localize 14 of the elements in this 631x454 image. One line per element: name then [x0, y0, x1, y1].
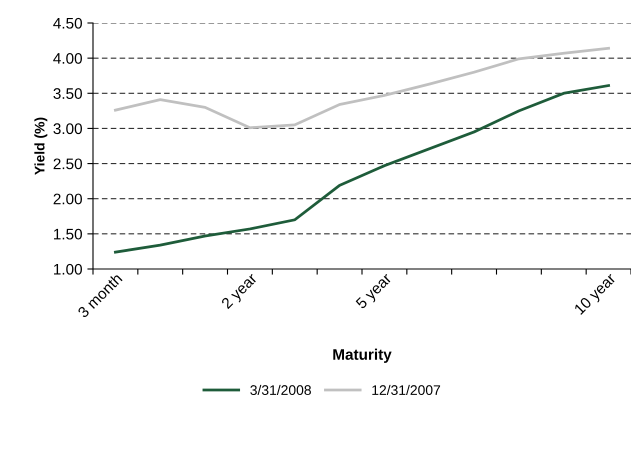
y-tick-label: 2.00 — [54, 194, 82, 204]
y-tick-label: 4.50 — [53, 18, 82, 29]
y-tick-label: 1.50 — [54, 228, 82, 240]
legend-label: 12/31/2007 — [372, 384, 440, 396]
legend-label: 3/31/2008 — [250, 384, 311, 396]
y-tick-label: 3.00 — [53, 123, 82, 134]
y-tick-label: 1.00 — [54, 264, 82, 275]
y-tick-label: 4.00 — [53, 53, 82, 64]
y-tick-label: 3.50 — [53, 88, 82, 99]
x-axis-title: Maturity — [333, 348, 392, 363]
y-axis-title: Yield (%) — [34, 118, 48, 175]
line-series — [114, 84, 610, 254]
line-series — [114, 46, 610, 130]
y-tick-label: 2.50 — [54, 158, 82, 170]
